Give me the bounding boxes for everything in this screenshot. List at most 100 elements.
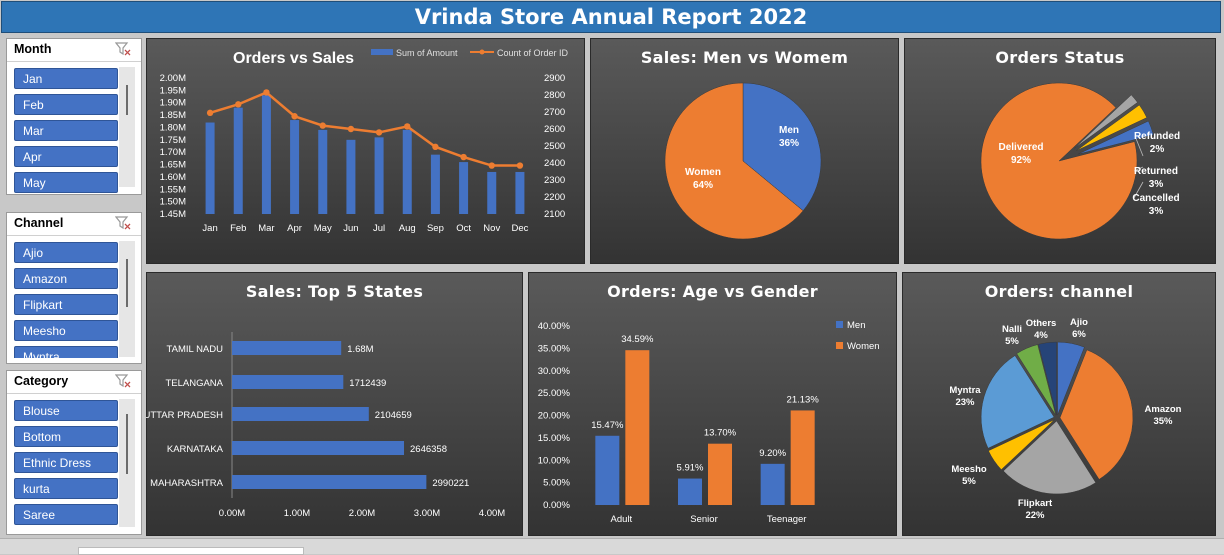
pie-slice-refunded — [1074, 94, 1138, 149]
y-tick-label-left: 1.55M — [160, 184, 186, 195]
data-label: 5.91% — [677, 463, 704, 474]
bar-amount — [346, 139, 356, 214]
slicer-scrollbar[interactable] — [119, 241, 135, 357]
slicer-item-jan[interactable]: Jan — [14, 68, 118, 89]
age-vs-gender-panel[interactable]: Orders: Age vs Gender 0.00% 5.00% 10.00% 15… — [528, 272, 897, 536]
slicer-scrollbar[interactable] — [119, 67, 135, 187]
legend-label: Sum of Amount — [396, 48, 458, 58]
bar-amount — [374, 137, 384, 214]
slicer-item-ethnic-dress[interactable]: Ethnic Dress — [14, 452, 118, 473]
y-tick-label: UTTAR PRADESH — [146, 410, 223, 421]
pie-slice-ajio — [1057, 341, 1085, 416]
x-tick-label: Dec — [511, 223, 528, 234]
x-tick-label: Jan — [202, 223, 217, 234]
chart-title: Sales: Men vs Womem — [640, 48, 849, 67]
scrollbar-thumb[interactable] — [126, 414, 128, 474]
data-label: 3% — [1149, 179, 1164, 190]
data-label: Refunded — [1134, 131, 1180, 142]
slicer-item-bottom[interactable]: Bottom — [14, 426, 118, 447]
data-label: Meesho — [951, 464, 987, 475]
pie-slice-myntra — [980, 355, 1055, 449]
pie-slice-others — [1038, 341, 1057, 416]
slicer-item-apr[interactable]: Apr — [14, 146, 118, 167]
data-label: Delivered — [998, 142, 1043, 153]
bar-women — [790, 410, 815, 505]
data-label: 15.47% — [591, 420, 624, 431]
slicer-item-ajio[interactable]: Ajio — [14, 242, 118, 263]
slicer-item-feb[interactable]: Feb — [14, 94, 118, 115]
x-tick-label: Jun — [343, 223, 358, 234]
bar-amount — [261, 95, 271, 214]
x-tick-label: Teenager — [767, 514, 807, 525]
pie-slice-amazon — [1059, 349, 1134, 480]
line-point — [432, 143, 439, 151]
sheet-tab-strip[interactable] — [78, 547, 304, 555]
top5-states-chart: TAMIL NADU 1.68M TELANGANA 1712439 UTTAR PRA… — [146, 332, 505, 519]
data-label: 2104659 — [375, 410, 412, 421]
legend-label: Women — [847, 341, 880, 352]
orders-channel-panel[interactable]: Orders: channel Ajio 6% Amazon 35% Flipkart 2… — [902, 272, 1216, 536]
line-point — [404, 123, 411, 130]
y-tick-label-right: 2500 — [544, 141, 565, 152]
line-point — [235, 101, 242, 108]
data-label: 64% — [693, 180, 713, 191]
scrollbar-thumb[interactable] — [126, 85, 128, 115]
slicer-item-kurta[interactable]: kurta — [14, 478, 118, 499]
clear-filter-icon[interactable] — [115, 42, 131, 56]
data-label: Men — [779, 125, 799, 136]
x-tick-label: 3.00M — [414, 508, 440, 519]
bar-state — [232, 407, 369, 421]
orders-vs-sales-panel[interactable]: Orders vs Sales Sum of Amount Count of Ord… — [146, 38, 585, 264]
channel-slicer: Channel Ajio Amazon Flipkart Meesho Mynt… — [6, 212, 142, 364]
scrollbar-thumb[interactable] — [126, 259, 128, 307]
pie-slice-delivered — [980, 82, 1138, 240]
data-label: 2% — [1150, 144, 1165, 155]
data-label: 22% — [1025, 510, 1045, 521]
bar-state — [232, 375, 344, 389]
bar-amount — [515, 171, 525, 214]
y-tick-label-left: 2.00M — [160, 73, 186, 84]
y-tick-label: KARNATAKA — [167, 444, 224, 455]
data-label: 13.70% — [704, 428, 737, 439]
y-tick-label-right: 2400 — [544, 158, 565, 169]
data-label: Others — [1026, 318, 1057, 329]
legend-swatch — [836, 342, 843, 349]
y-tick-label: MAHARASHTRA — [150, 478, 224, 489]
slicer-list: Ajio Amazon Flipkart Meesho Myntra — [14, 242, 118, 358]
slicer-scrollbar[interactable] — [119, 399, 135, 527]
x-tick-label: Sep — [427, 223, 444, 234]
slicer-item-amazon[interactable]: Amazon — [14, 268, 118, 289]
y-tick-label: 30.00% — [538, 366, 571, 377]
category-slicer: Category Blouse Bottom Ethnic Dress kurt… — [6, 370, 142, 535]
orders-status-panel[interactable]: Orders Status Delivered 92% Refunded 2% Retu… — [904, 38, 1216, 264]
x-tick-label: 2.00M — [349, 508, 375, 519]
clear-filter-icon[interactable] — [115, 374, 131, 388]
slicer-item-myntra[interactable]: Myntra — [14, 346, 118, 358]
y-tick-label: 10.00% — [538, 455, 571, 466]
data-label: Women — [685, 167, 721, 178]
top5-states-panel[interactable]: Sales: Top 5 States TAMIL NADU 1.68M TELAN… — [146, 272, 523, 536]
y-tick-label: TAMIL NADU — [167, 344, 224, 355]
data-label: 2990221 — [432, 478, 469, 489]
slicer-item-meesho[interactable]: Meesho — [14, 320, 118, 341]
slicer-item-flipkart[interactable]: Flipkart — [14, 294, 118, 315]
slicer-item-saree[interactable]: Saree — [14, 504, 118, 525]
line-point — [375, 129, 383, 136]
line-point — [460, 153, 467, 161]
slicer-item-blouse[interactable]: Blouse — [14, 400, 118, 421]
data-label: 21.13% — [787, 394, 820, 405]
y-tick-label-left: 1.45M — [160, 209, 186, 220]
status-bar — [0, 538, 1224, 554]
y-tick-label: 20.00% — [538, 411, 571, 422]
slicer-item-mar[interactable]: Mar — [14, 120, 118, 141]
y-tick-label-left: 1.95M — [160, 85, 186, 96]
bar-state — [232, 441, 405, 455]
sales-men-women-panel[interactable]: Sales: Men vs Womem Men 36% Women 64% — [590, 38, 899, 264]
y-tick-label-left: 1.90M — [160, 98, 186, 109]
data-label: Myntra — [949, 385, 981, 396]
y-tick-label: 0.00% — [543, 500, 570, 511]
slicer-item-may[interactable]: May — [14, 172, 118, 193]
clear-filter-icon[interactable] — [115, 216, 131, 230]
x-tick-label: Senior — [690, 514, 717, 525]
data-label: 36% — [779, 138, 799, 149]
